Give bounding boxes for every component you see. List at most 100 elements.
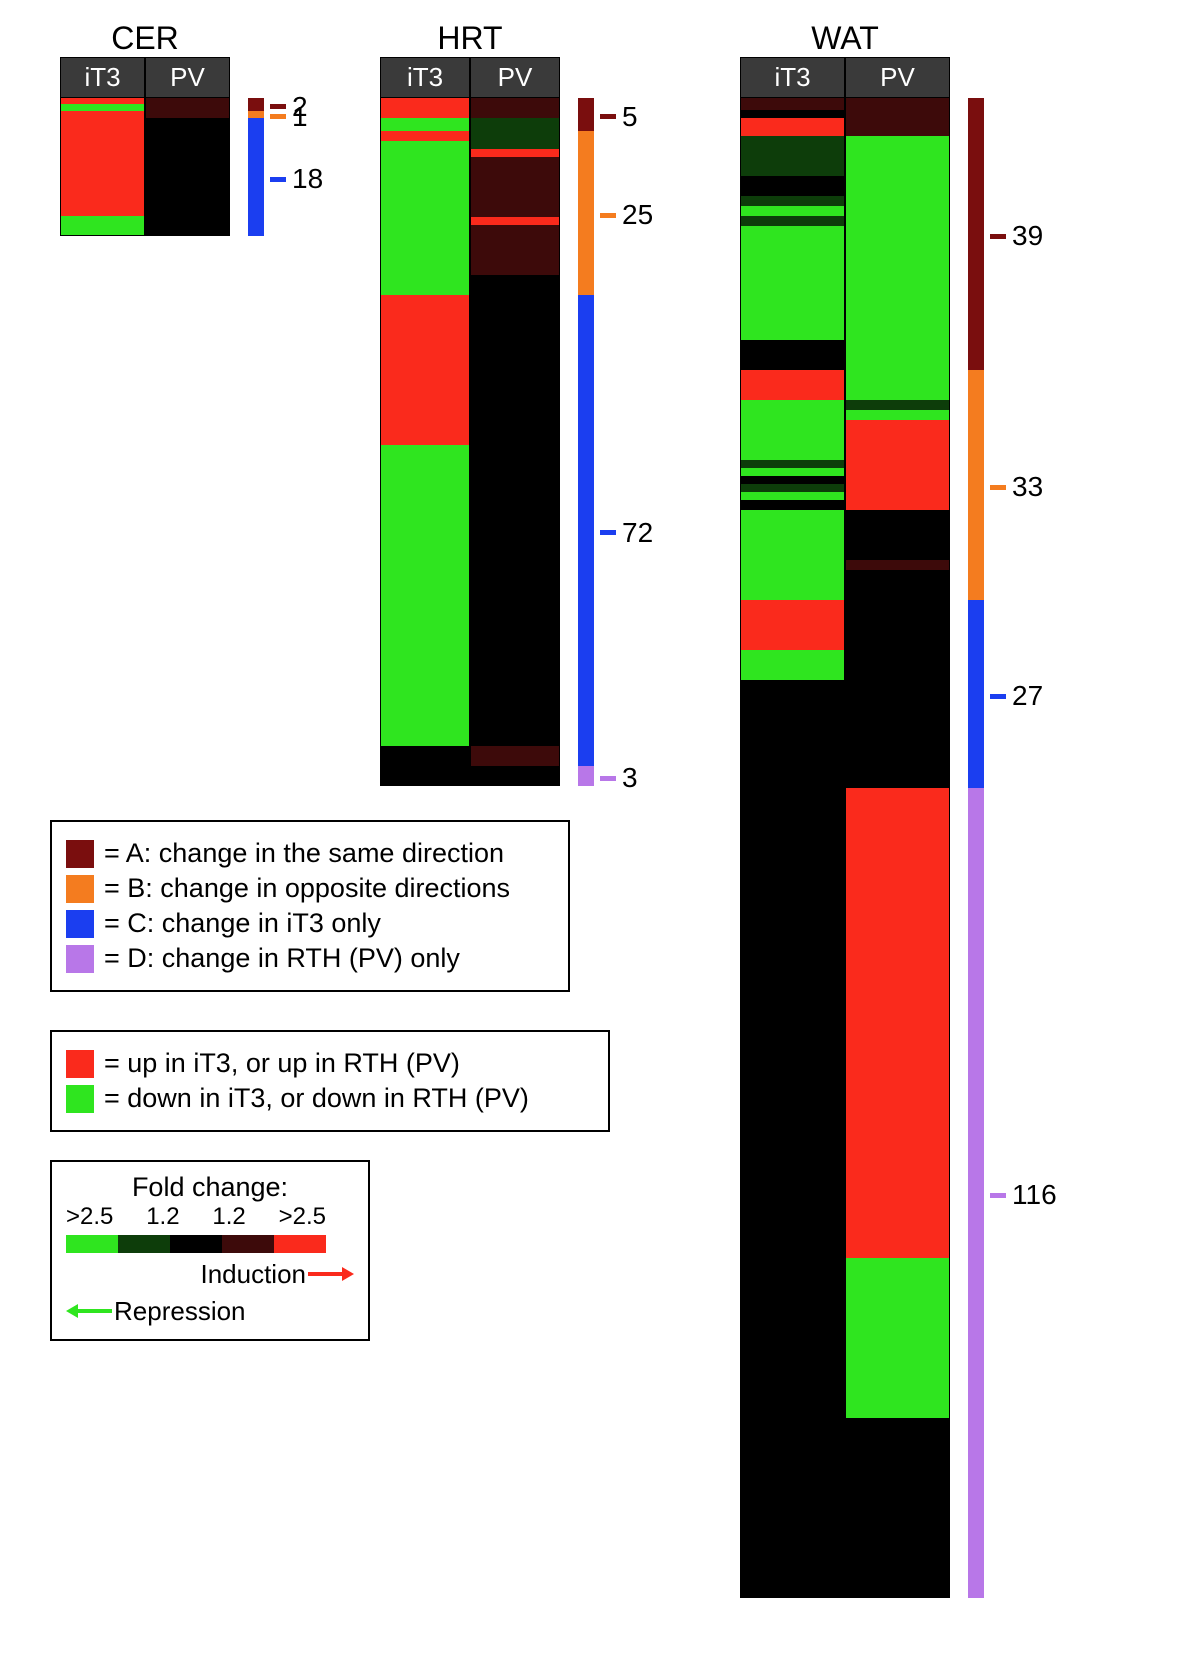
legend-text: = up in iT3, or up in RTH (PV) — [104, 1048, 460, 1079]
heatmap-cell — [845, 600, 950, 650]
legend-text: = D: change in RTH (PV) only — [104, 943, 460, 974]
category-count-label: 18 — [270, 163, 323, 195]
category-count: 33 — [1012, 471, 1043, 503]
heatmap-cell — [845, 196, 950, 206]
legend-swatch — [66, 945, 94, 973]
heatmap-cell — [845, 560, 950, 570]
heatmap-cell — [845, 650, 950, 680]
legend-text: = C: change in iT3 only — [104, 908, 381, 939]
heatmap-cell — [740, 136, 845, 176]
heatmap-cell — [845, 400, 950, 410]
category-count: 116 — [1012, 1179, 1057, 1211]
heatmap-cell — [740, 484, 845, 492]
foldchange-legend: Fold change:>2.51.21.2>2.5InductionRepre… — [50, 1160, 370, 1341]
heatmap-cell — [380, 149, 470, 157]
category-count: 18 — [292, 163, 323, 195]
heatmap-cell — [845, 500, 950, 510]
heatmap-row — [740, 196, 950, 206]
heatmap-cell — [470, 98, 560, 118]
heatmap-cell — [740, 600, 845, 650]
heatmap-row — [740, 226, 950, 340]
tick-icon — [990, 485, 1006, 490]
category-count: 1 — [292, 101, 308, 133]
heatmap-cell — [380, 217, 470, 225]
legend-direction: = up in iT3, or up in RTH (PV)= down in … — [50, 1030, 610, 1132]
category-count: 72 — [622, 517, 653, 549]
category-segment — [578, 131, 594, 295]
heatmap-row — [740, 98, 950, 110]
heatmap-row — [380, 766, 560, 786]
col-header: iT3 — [380, 57, 470, 98]
heatmap-row — [740, 570, 950, 600]
legend-text: = A: change in the same direction — [104, 838, 504, 869]
heatmap-row — [740, 484, 950, 492]
heatmap-cell — [740, 1258, 845, 1418]
heatmap-cell — [740, 206, 845, 216]
tick-icon — [600, 213, 616, 218]
heatmap-cell — [740, 570, 845, 600]
heatmap-cell — [470, 217, 560, 225]
panel-hrt: HRTiT3PV — [380, 20, 560, 786]
foldchange-label: 1.2 — [212, 1203, 245, 1231]
heatmap-cell — [740, 340, 845, 370]
heatmap-cell — [380, 275, 470, 295]
arrow-left-icon — [66, 1296, 114, 1327]
legend-swatch — [66, 875, 94, 903]
heatmap-cell — [470, 157, 560, 217]
heatmap-row — [740, 216, 950, 226]
heatmap-cell — [845, 206, 950, 216]
legend-categories: = A: change in the same direction = B: ch… — [50, 820, 570, 992]
heatmap-row — [740, 492, 950, 500]
gradient-stop — [118, 1235, 170, 1253]
category-count-label: 5 — [600, 101, 638, 133]
col-header: iT3 — [740, 57, 845, 98]
category-segment — [968, 370, 984, 600]
heatmap-cell — [470, 275, 560, 295]
heatmap-cell — [845, 484, 950, 492]
heatmap-cell — [845, 410, 950, 420]
heatmap-cell — [740, 500, 845, 510]
heatmap-row — [380, 149, 560, 157]
induction-label: Induction — [200, 1259, 306, 1290]
panel-title: HRT — [380, 20, 560, 57]
legend-swatch — [66, 1085, 94, 1113]
legend-text: = B: change in opposite directions — [104, 873, 510, 904]
heatmap-cell — [145, 111, 230, 118]
category-segment — [578, 766, 594, 786]
heatmap-cell — [380, 131, 470, 141]
heatmap-cell — [740, 118, 845, 136]
legend-swatch — [66, 1050, 94, 1078]
heatmap-cell — [845, 370, 950, 400]
arrow-right-icon — [306, 1259, 354, 1290]
col-header: iT3 — [60, 57, 145, 98]
heatmap-cell — [740, 110, 845, 118]
heatmap-cell — [845, 216, 950, 226]
heatmap-cell — [60, 111, 145, 118]
legend-row: = D: change in RTH (PV) only — [66, 943, 554, 974]
heatmap-cell — [740, 492, 845, 500]
heatmap-cell — [470, 131, 560, 141]
panel-wat: WATiT3PV — [740, 20, 950, 1598]
heatmap-body — [380, 98, 560, 786]
gradient-stop — [222, 1235, 274, 1253]
category-count: 3 — [622, 762, 638, 794]
heatmap-row — [740, 110, 950, 118]
heatmap-row — [60, 118, 230, 216]
heatmap-cell — [380, 295, 470, 445]
panel-title: CER — [60, 20, 230, 57]
legend-row: = C: change in iT3 only — [66, 908, 554, 939]
heatmap-cell — [380, 157, 470, 217]
heatmap-cell — [740, 650, 845, 680]
heatmap-row — [740, 420, 950, 460]
category-bar — [578, 98, 594, 786]
heatmap-row — [380, 445, 560, 746]
category-segment — [248, 111, 264, 118]
category-segment — [578, 98, 594, 131]
heatmap-row — [740, 460, 950, 468]
heatmap-row — [740, 600, 950, 650]
heatmap-body — [60, 98, 230, 236]
category-segment — [248, 98, 264, 111]
heatmap-cell — [845, 460, 950, 468]
heatmap-cell — [740, 98, 845, 110]
heatmap-cell — [470, 118, 560, 131]
